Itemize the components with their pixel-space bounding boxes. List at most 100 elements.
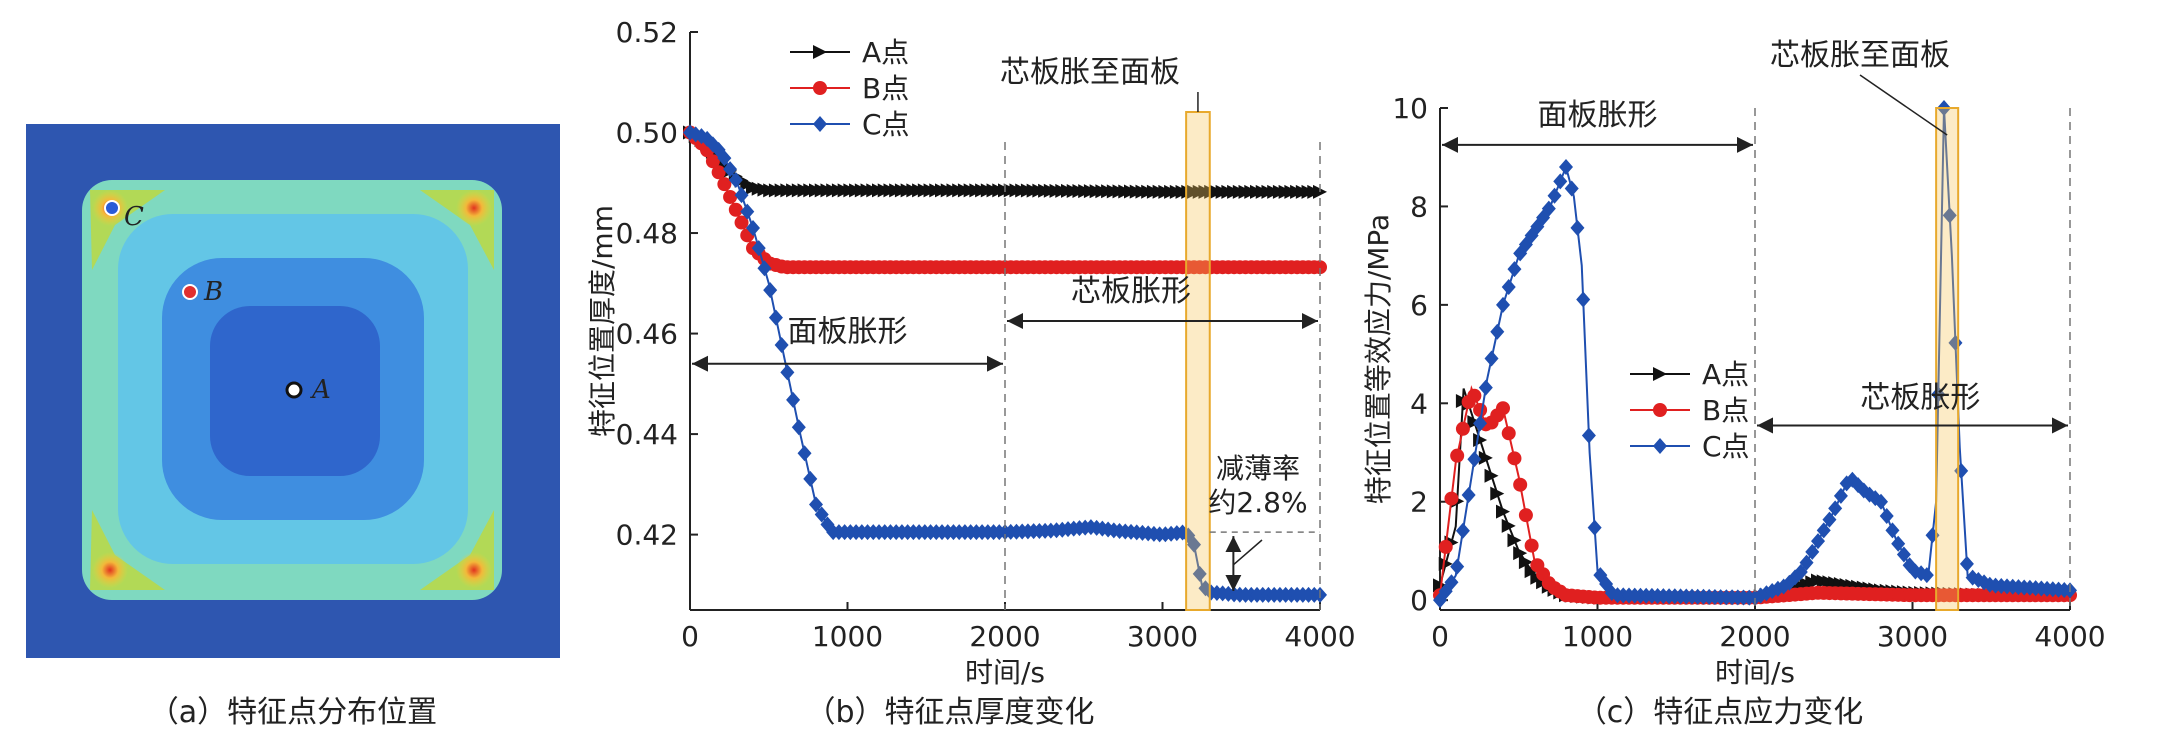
data-point [1564, 180, 1579, 197]
data-point [1919, 567, 1934, 584]
data-point [1570, 219, 1585, 236]
x-tick-label: 2000 [1719, 620, 1790, 653]
data-point [734, 187, 749, 204]
data-point [791, 419, 806, 436]
data-point [1450, 558, 1465, 575]
y-axis-label: 特征位置厚度/mm [586, 205, 619, 437]
y-tick-label: 8 [1410, 190, 1428, 223]
data-point [1187, 536, 1201, 553]
y-tick-label: 0.42 [616, 519, 678, 552]
data-point [1541, 200, 1556, 217]
data-point [1467, 451, 1482, 468]
data-point [1874, 493, 1888, 510]
data-point [780, 364, 795, 381]
legend-marker [1653, 438, 1667, 454]
data-point [1455, 522, 1470, 539]
panel-b-thickness: 0 1000 2000 3000 4000 0.42 0.44 0.46 0.48 0.50 0.5… [586, 16, 1356, 730]
data-point [1885, 522, 1900, 539]
data-point [1524, 564, 1539, 579]
data-point [1507, 533, 1522, 548]
legend-marker [813, 45, 827, 59]
data-point [768, 309, 783, 326]
x-tick-label: 2000 [969, 620, 1040, 653]
data-point [751, 240, 766, 257]
data-point [740, 203, 755, 220]
series-b [683, 125, 1327, 275]
data-point [1507, 261, 1522, 278]
data-point [1833, 487, 1848, 504]
data-point [1518, 508, 1533, 523]
point-b-label: B [203, 277, 223, 307]
x-tick-label: 4000 [2034, 620, 2105, 653]
thin-leader [1232, 539, 1263, 566]
data-point [1959, 555, 1974, 572]
data-point [1478, 379, 1493, 396]
x-tick-label: 1000 [1562, 620, 1633, 653]
y-tick-label: 0.52 [616, 16, 678, 49]
panel-c-stress: 0 1000 2000 3000 4000 0 2 4 6 8 10 时间/s 特征位置等效应力/MPa… [1362, 38, 2106, 730]
x-axis-label: 时间/s [1715, 656, 1795, 689]
x-axis-label: 时间/s [965, 656, 1045, 689]
data-point [1559, 159, 1573, 176]
data-point [1473, 415, 1488, 432]
data-point [1490, 323, 1505, 340]
x-tick-label: 4000 [1284, 620, 1355, 653]
data-point [1438, 539, 1453, 554]
data-point [803, 470, 818, 487]
data-point [1192, 565, 1207, 582]
legend-marker [813, 116, 827, 132]
legend-label: B点 [862, 72, 909, 105]
data-point [1581, 427, 1596, 444]
data-point [728, 172, 743, 189]
caption-a: （a）特征点分布位置 [149, 695, 437, 730]
point-c-label: C [124, 202, 144, 232]
y-tick-label: 2 [1410, 486, 1428, 519]
data-point [1484, 350, 1499, 367]
data-point [1524, 538, 1539, 553]
y-axis-label: 特征位置等效应力/MPa [1362, 214, 1395, 504]
data-point [1478, 450, 1493, 465]
data-point [1518, 555, 1533, 570]
x-tick-label: 3000 [1127, 620, 1198, 653]
point-b-marker [182, 284, 198, 300]
data-point [1496, 401, 1510, 416]
data-point [1942, 207, 1957, 224]
data-point [1896, 546, 1911, 563]
data-point [1444, 574, 1459, 591]
y-tick-label: 0.44 [616, 418, 678, 451]
legend-marker [1653, 403, 1667, 417]
annotation-core-to-face: 芯板胀至面板 [1770, 38, 1950, 73]
data-point [1576, 291, 1591, 308]
annotation-core-to-face: 芯板胀至面板 [1000, 55, 1180, 90]
annotation-thin-1: 减薄率 [1216, 452, 1300, 485]
annotation-leader [1859, 74, 1948, 136]
plot-b-area: 0 1000 2000 3000 4000 0.42 0.44 0.46 0.48 0.50 0.5… [586, 16, 1356, 689]
data-point [763, 282, 778, 299]
x-tick-label: 3000 [1877, 620, 1948, 653]
data-point [1444, 491, 1459, 506]
data-point [809, 496, 823, 513]
data-point [1805, 543, 1820, 560]
data-point [797, 445, 812, 462]
data-point [717, 177, 732, 192]
data-point [1811, 533, 1825, 550]
data-point [723, 189, 738, 204]
legend-marker [813, 81, 827, 95]
x-tick-label: 1000 [812, 620, 883, 653]
data-point [1931, 386, 1946, 403]
data-point [1507, 451, 1522, 466]
caption-b: （b）特征点厚度变化 [805, 695, 1094, 730]
data-point [1513, 546, 1528, 561]
point-a-marker [285, 381, 303, 399]
data-point [728, 202, 743, 217]
data-point [1501, 518, 1516, 533]
annotation-core-swell: 芯板胀形 [1071, 274, 1191, 309]
legend-marker [1653, 367, 1667, 381]
legend-label: C点 [862, 108, 910, 141]
legend-label: B点 [1702, 394, 1749, 427]
data-point [1547, 187, 1562, 204]
annotation-core-swell: 芯板胀形 [1860, 380, 1980, 415]
